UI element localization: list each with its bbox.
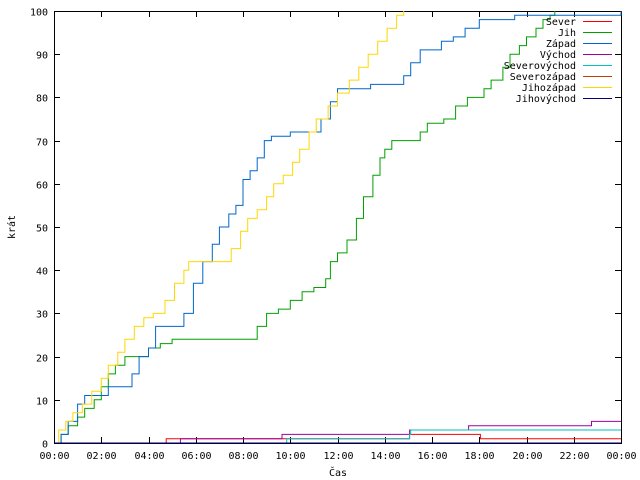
series-line-7 bbox=[54, 11, 405, 444]
legend-label: Sever bbox=[546, 17, 576, 28]
x-tick-label: 02:00 bbox=[86, 451, 116, 462]
x-tick-label: 12:00 bbox=[323, 451, 353, 462]
x-tick-label: 06:00 bbox=[181, 451, 211, 462]
y-tick-label: 80 bbox=[36, 94, 48, 105]
x-tick-label: 18:00 bbox=[464, 451, 494, 462]
x-tick-label: 16:00 bbox=[417, 451, 447, 462]
series-line-3 bbox=[54, 11, 622, 444]
series-lines bbox=[54, 11, 622, 444]
x-tick-label: 20:00 bbox=[512, 451, 542, 462]
y-tick-label: 20 bbox=[36, 354, 48, 365]
legend-label: Severozápad bbox=[510, 71, 576, 83]
legend-label: Severovýchod bbox=[504, 60, 576, 72]
y-tick-label: 30 bbox=[36, 310, 48, 321]
x-axis-label: Čas bbox=[329, 466, 347, 479]
x-axis-ticks: 00:00 02:00 04:00 06:00 08:00 10:00 12:00 14:00… bbox=[39, 11, 637, 462]
y-tick-label: 50 bbox=[36, 224, 48, 235]
x-tick-label: 14:00 bbox=[370, 451, 400, 462]
y-tick-label: 60 bbox=[36, 181, 48, 192]
legend-label: Západ bbox=[546, 38, 576, 50]
y-tick-label: 90 bbox=[36, 51, 48, 62]
series-line-5 bbox=[54, 429, 621, 444]
legend-label: Jihozápad bbox=[522, 82, 576, 94]
x-tick-label: 00:00 bbox=[39, 451, 69, 462]
y-tick-label: 40 bbox=[36, 267, 48, 278]
x-tick-label: 04:00 bbox=[134, 451, 164, 462]
y-axis-label: krát bbox=[6, 215, 18, 239]
x-tick-label: 08:00 bbox=[228, 451, 258, 462]
y-tick-label: 10 bbox=[36, 397, 48, 408]
legend-label: Jihovýchod bbox=[516, 93, 576, 105]
legend-label: Jih bbox=[558, 28, 576, 39]
legend-label: Východ bbox=[540, 49, 576, 61]
x-tick-label: 22:00 bbox=[559, 451, 589, 462]
y-tick-label: 70 bbox=[36, 138, 48, 149]
series-line-2 bbox=[54, 11, 556, 444]
series-line-4 bbox=[54, 420, 621, 444]
legend: SeverJihZápadVýchodSeverovýchodSeverozáp… bbox=[504, 17, 612, 105]
x-tick-label: 00:00 bbox=[606, 451, 636, 462]
y-axis-ticks: 0 10 20 30 40 50 60 70 80 90 100 bbox=[30, 8, 621, 451]
x-tick-label: 10:00 bbox=[275, 451, 305, 462]
y-tick-label: 100 bbox=[30, 8, 48, 19]
y-tick-label: 0 bbox=[42, 440, 48, 451]
